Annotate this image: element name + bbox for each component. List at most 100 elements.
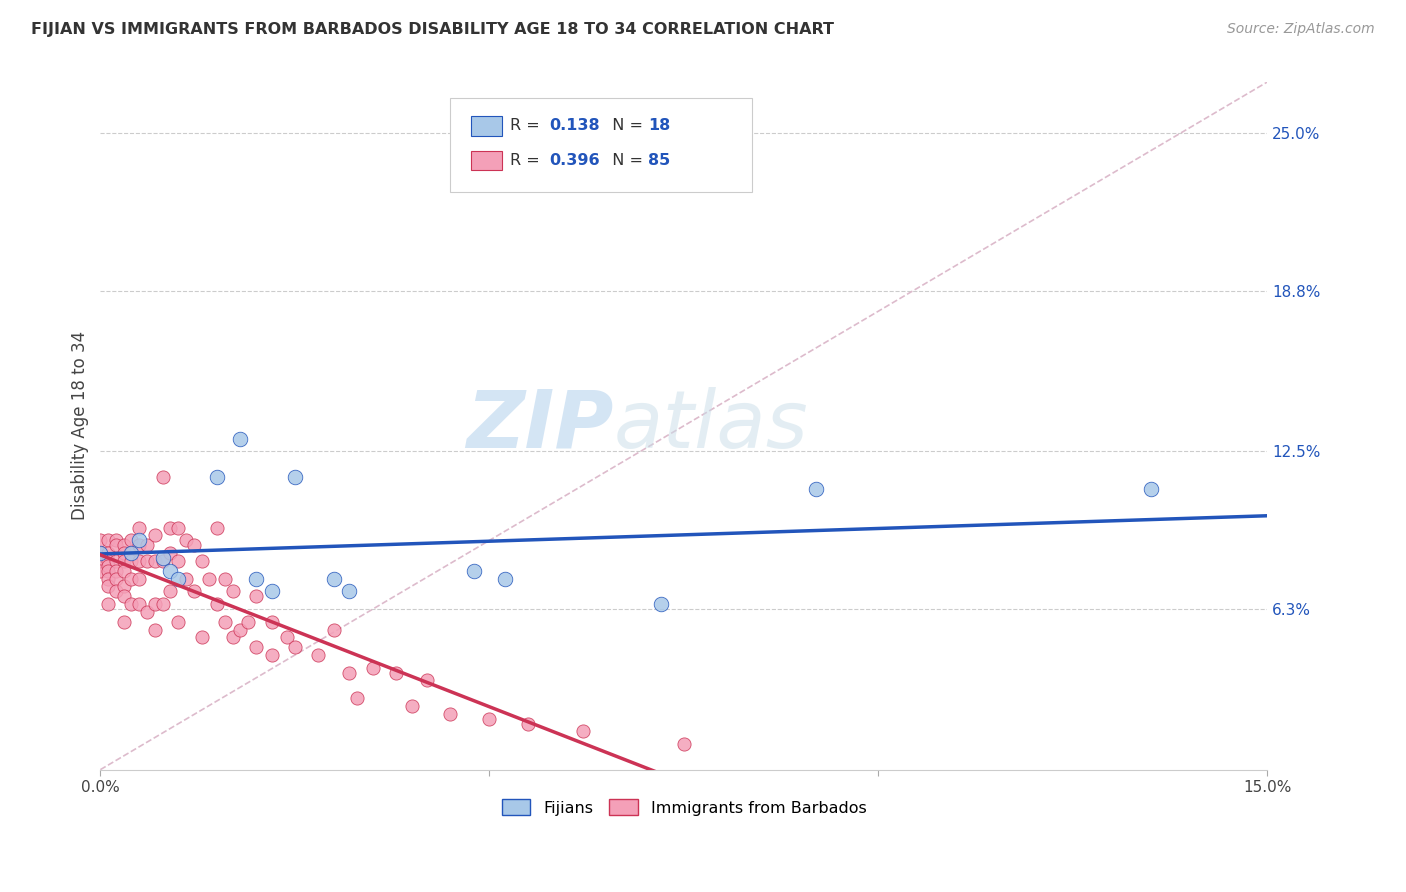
Text: R =: R = bbox=[510, 119, 546, 133]
Point bbox=[650, 597, 672, 611]
Point bbox=[672, 737, 695, 751]
Point bbox=[198, 572, 221, 586]
Point bbox=[183, 539, 205, 553]
Point bbox=[167, 521, 190, 535]
Point bbox=[143, 528, 166, 542]
Point bbox=[307, 648, 329, 662]
Point bbox=[97, 558, 120, 573]
Point bbox=[97, 554, 120, 568]
Point bbox=[152, 551, 174, 566]
Point bbox=[97, 597, 120, 611]
Point bbox=[245, 590, 267, 604]
Point bbox=[167, 554, 190, 568]
Point bbox=[128, 554, 150, 568]
Point bbox=[97, 564, 120, 578]
Point bbox=[337, 584, 360, 599]
Point bbox=[128, 521, 150, 535]
Point bbox=[284, 640, 307, 655]
Point bbox=[97, 579, 120, 593]
Point bbox=[571, 724, 593, 739]
Point bbox=[89, 554, 111, 568]
Point bbox=[104, 554, 127, 568]
Point bbox=[143, 597, 166, 611]
Point bbox=[346, 691, 368, 706]
Point bbox=[229, 623, 252, 637]
Point bbox=[104, 572, 127, 586]
Point bbox=[205, 521, 228, 535]
Point bbox=[143, 554, 166, 568]
Point bbox=[174, 533, 197, 548]
Point bbox=[89, 546, 111, 560]
Point bbox=[121, 546, 143, 560]
Point bbox=[214, 615, 236, 629]
Point bbox=[174, 572, 197, 586]
Point bbox=[361, 661, 384, 675]
Text: ZIP: ZIP bbox=[467, 387, 614, 465]
Point bbox=[205, 597, 228, 611]
Point bbox=[121, 597, 143, 611]
Point bbox=[167, 615, 190, 629]
Point bbox=[214, 572, 236, 586]
Point bbox=[112, 564, 135, 578]
Point bbox=[89, 564, 111, 578]
Point bbox=[478, 712, 501, 726]
Point bbox=[260, 584, 283, 599]
Point bbox=[152, 469, 174, 483]
Point bbox=[245, 640, 267, 655]
Point bbox=[112, 546, 135, 560]
Text: N =: N = bbox=[602, 153, 648, 168]
Point bbox=[337, 665, 360, 680]
Point bbox=[112, 590, 135, 604]
Point bbox=[159, 521, 181, 535]
Point bbox=[97, 572, 120, 586]
Point bbox=[104, 539, 127, 553]
Point bbox=[159, 546, 181, 560]
Point bbox=[205, 469, 228, 483]
Point bbox=[416, 673, 439, 688]
Text: N =: N = bbox=[602, 119, 648, 133]
Point bbox=[517, 716, 540, 731]
Point bbox=[121, 572, 143, 586]
Point bbox=[152, 554, 174, 568]
Point bbox=[260, 648, 283, 662]
Point bbox=[152, 597, 174, 611]
Point bbox=[97, 546, 120, 560]
Point bbox=[322, 623, 344, 637]
Point bbox=[804, 483, 827, 497]
Point bbox=[136, 605, 159, 619]
Point bbox=[190, 554, 212, 568]
Point bbox=[136, 539, 159, 553]
Point bbox=[221, 630, 243, 644]
Point bbox=[128, 533, 150, 548]
Text: 18: 18 bbox=[648, 119, 671, 133]
Point bbox=[463, 564, 485, 578]
Point bbox=[97, 533, 120, 548]
Point bbox=[276, 630, 298, 644]
Point bbox=[439, 706, 461, 721]
Legend: Fijians, Immigrants from Barbados: Fijians, Immigrants from Barbados bbox=[494, 791, 875, 823]
Point bbox=[245, 572, 267, 586]
Point bbox=[284, 469, 307, 483]
Point bbox=[121, 554, 143, 568]
Point bbox=[183, 584, 205, 599]
Point bbox=[112, 579, 135, 593]
Text: 0.396: 0.396 bbox=[550, 153, 600, 168]
Text: atlas: atlas bbox=[614, 387, 808, 465]
Point bbox=[112, 615, 135, 629]
Point bbox=[112, 554, 135, 568]
Point bbox=[112, 539, 135, 553]
Point bbox=[190, 630, 212, 644]
Point bbox=[128, 572, 150, 586]
Point bbox=[104, 564, 127, 578]
Text: R =: R = bbox=[510, 153, 546, 168]
Point bbox=[136, 554, 159, 568]
Point bbox=[121, 546, 143, 560]
Point bbox=[128, 597, 150, 611]
Point bbox=[385, 665, 408, 680]
Point bbox=[128, 539, 150, 553]
Point bbox=[322, 572, 344, 586]
Text: 0.138: 0.138 bbox=[550, 119, 600, 133]
Point bbox=[104, 533, 127, 548]
Point bbox=[89, 533, 111, 548]
Point bbox=[229, 432, 252, 446]
